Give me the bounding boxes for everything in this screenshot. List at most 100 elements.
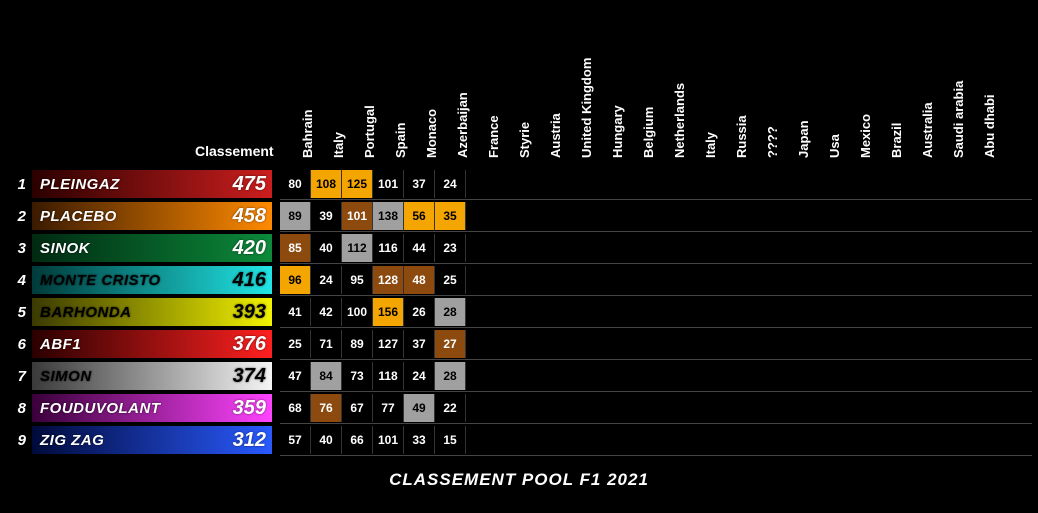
- score-cell: 76: [311, 394, 342, 422]
- player-total: 416: [233, 269, 266, 292]
- score-cells: 9624951284825: [280, 266, 466, 294]
- score-cell: 27: [435, 330, 466, 358]
- player-band: PLACEBO 458: [32, 202, 272, 230]
- score-cell: 37: [404, 330, 435, 358]
- player-name: SIMON: [40, 368, 92, 385]
- score-cell: 23: [435, 234, 466, 262]
- score-cell: 40: [311, 426, 342, 454]
- score-cell: 25: [280, 330, 311, 358]
- position-number: 3: [0, 240, 32, 257]
- score-cell: 118: [373, 362, 404, 390]
- score-cell: 44: [404, 234, 435, 262]
- player-band: ZIG ZAG 312: [32, 426, 272, 454]
- table-row: 6 ABF1 376 2571891273727: [0, 328, 1038, 360]
- score-cell: 37: [404, 170, 435, 198]
- score-cells: 2571891273727: [280, 330, 466, 358]
- score-cells: 89391011385635: [280, 202, 466, 230]
- score-cell: 49: [404, 394, 435, 422]
- player-total: 312: [233, 429, 266, 452]
- score-cell: 73: [342, 362, 373, 390]
- score-cell: 77: [373, 394, 404, 422]
- score-cell: 101: [373, 170, 404, 198]
- score-cell: 24: [404, 362, 435, 390]
- player-band: ABF1 376: [32, 330, 272, 358]
- player-band: MONTE CRISTO 416: [32, 266, 272, 294]
- score-cell: 25: [435, 266, 466, 294]
- score-cell: 22: [435, 394, 466, 422]
- player-band: PLEINGAZ475: [32, 170, 272, 198]
- player-band: BARHONDA 393: [32, 298, 272, 326]
- score-cell: 89: [342, 330, 373, 358]
- table-row: 9 ZIG ZAG 312 5740661013315: [0, 424, 1038, 456]
- score-cell: 42: [311, 298, 342, 326]
- table-row: 4 MONTE CRISTO 416 9624951284825: [0, 264, 1038, 296]
- score-cell: 28: [435, 298, 466, 326]
- score-cell: 57: [280, 426, 311, 454]
- score-cells: 687667774922: [280, 394, 466, 422]
- player-band: SIMON 374: [32, 362, 272, 390]
- position-number: 9: [0, 432, 32, 449]
- table-row: 3SINOK420 85401121164423: [0, 232, 1038, 264]
- score-cells: 801081251013724: [280, 170, 466, 198]
- position-number: 5: [0, 304, 32, 321]
- player-band: FOUDUVOLANT359: [32, 394, 272, 422]
- standings-table: Classement BahrainItalyPortugalSpainMona…: [0, 0, 1038, 513]
- score-cell: 156: [373, 298, 404, 326]
- score-cell: 39: [311, 202, 342, 230]
- score-cells: 4784731182428: [280, 362, 466, 390]
- table-row: 7 SIMON 374 4784731182428: [0, 360, 1038, 392]
- score-cell: 66: [342, 426, 373, 454]
- score-cell: 24: [311, 266, 342, 294]
- score-cell: 95: [342, 266, 373, 294]
- player-name: PLEINGAZ: [40, 176, 120, 193]
- position-number: 2: [0, 208, 32, 225]
- score-cell: 71: [311, 330, 342, 358]
- player-name: ABF1: [40, 336, 81, 353]
- table-row: 5 BARHONDA 393 41421001562628: [0, 296, 1038, 328]
- score-cells: 85401121164423: [280, 234, 466, 262]
- player-total: 420: [233, 237, 266, 260]
- row-separator: [280, 455, 1032, 456]
- score-cells: 5740661013315: [280, 426, 466, 454]
- score-cell: 125: [342, 170, 373, 198]
- player-total: 376: [233, 333, 266, 356]
- score-cell: 68: [280, 394, 311, 422]
- position-number: 8: [0, 400, 32, 417]
- score-cell: 112: [342, 234, 373, 262]
- score-cell: 26: [404, 298, 435, 326]
- score-cell: 40: [311, 234, 342, 262]
- score-cell: 80: [280, 170, 311, 198]
- score-cell: 15: [435, 426, 466, 454]
- player-name: PLACEBO: [40, 208, 117, 225]
- player-name: BARHONDA: [40, 304, 132, 321]
- position-number: 1: [0, 176, 32, 193]
- score-cell: 101: [342, 202, 373, 230]
- score-cell: 84: [311, 362, 342, 390]
- score-cell: 24: [435, 170, 466, 198]
- score-cell: 108: [311, 170, 342, 198]
- player-total: 393: [233, 301, 266, 324]
- score-cells: 41421001562628: [280, 298, 466, 326]
- table-row: 1PLEINGAZ475 801081251013724: [0, 168, 1038, 200]
- score-cell: 138: [373, 202, 404, 230]
- standings-rows: 1PLEINGAZ4758010812510137242PLACEBO45889…: [0, 168, 1038, 456]
- score-cell: 67: [342, 394, 373, 422]
- score-cell: 41: [280, 298, 311, 326]
- score-cell: 128: [373, 266, 404, 294]
- player-name: ZIG ZAG: [40, 432, 104, 449]
- player-total: 374: [233, 365, 266, 388]
- score-cell: 28: [435, 362, 466, 390]
- position-number: 6: [0, 336, 32, 353]
- table-row: 2 PLACEBO 458 89391011385635: [0, 200, 1038, 232]
- score-cell: 33: [404, 426, 435, 454]
- score-cell: 56: [404, 202, 435, 230]
- score-cell: 96: [280, 266, 311, 294]
- score-cell: 35: [435, 202, 466, 230]
- player-name: MONTE CRISTO: [40, 272, 161, 289]
- player-total: 458: [233, 205, 266, 228]
- player-band: SINOK420: [32, 234, 272, 262]
- position-number: 4: [0, 272, 32, 289]
- player-total: 359: [233, 397, 266, 420]
- position-number: 7: [0, 368, 32, 385]
- score-cell: 116: [373, 234, 404, 262]
